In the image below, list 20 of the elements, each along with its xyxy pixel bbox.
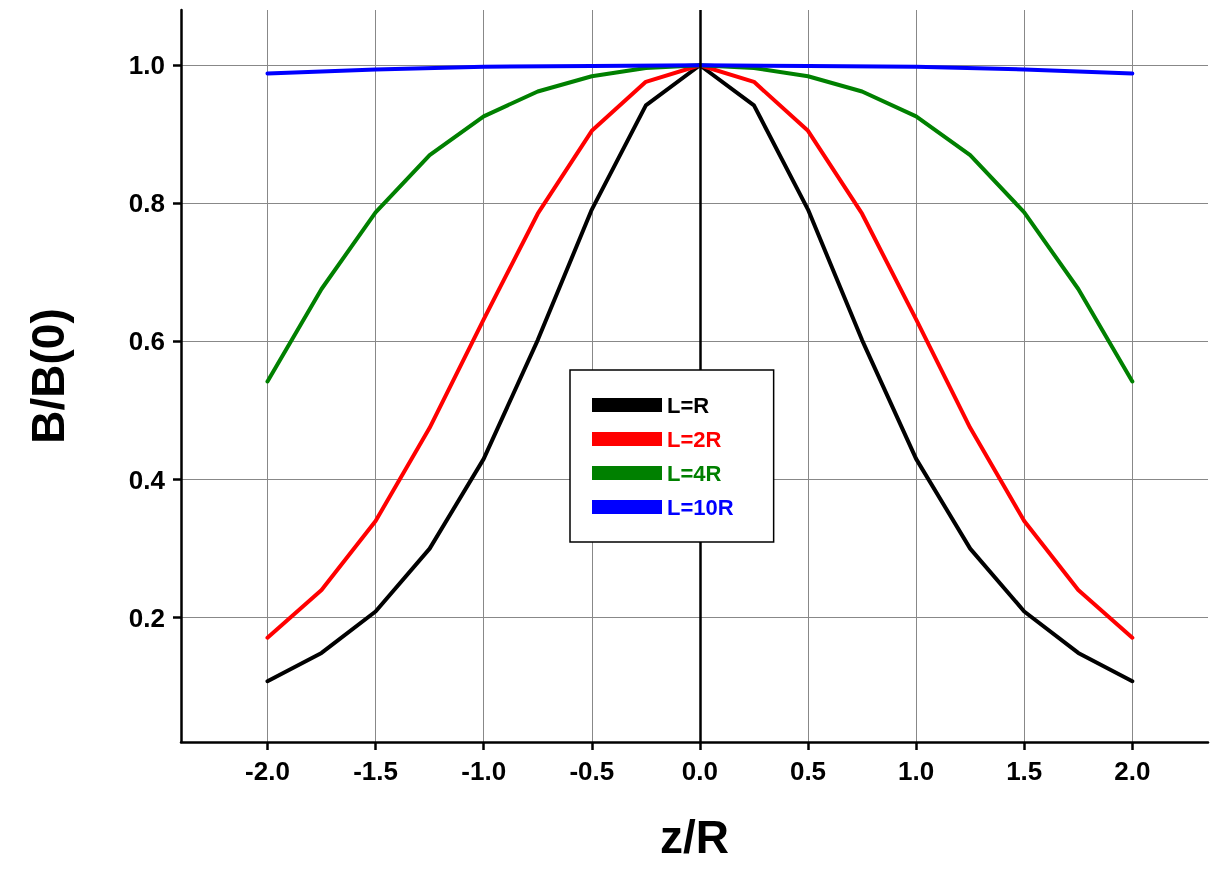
legend-label: L=R bbox=[667, 392, 710, 418]
x-tick-label: 0.0 bbox=[681, 756, 718, 786]
y-tick-label: 0.4 bbox=[128, 464, 166, 495]
x-tick-label: -0.5 bbox=[569, 756, 615, 786]
x-tick-label: 1.5 bbox=[1006, 756, 1043, 786]
x-tick-label: 1.0 bbox=[898, 756, 935, 786]
x-tick-label: -2.0 bbox=[245, 756, 290, 786]
y-tick-label: 1.0 bbox=[128, 50, 165, 81]
legend-label: L=2R bbox=[667, 426, 722, 452]
y-axis-title: B/B(0) bbox=[22, 308, 74, 444]
x-tick-label: -1.5 bbox=[353, 756, 398, 786]
y-tick-label: 0.2 bbox=[128, 602, 165, 633]
y-tick-label: 0.8 bbox=[128, 188, 165, 219]
x-axis-title: z/R bbox=[660, 811, 729, 863]
x-tick-label: 2.0 bbox=[1114, 756, 1151, 786]
legend-label: L=4R bbox=[667, 460, 722, 486]
x-tick-label: -1.0 bbox=[461, 756, 507, 786]
legend-label: L=10R bbox=[667, 494, 734, 520]
x-tick-label: 0.5 bbox=[789, 756, 827, 786]
y-tick-label: 0.6 bbox=[128, 326, 165, 357]
